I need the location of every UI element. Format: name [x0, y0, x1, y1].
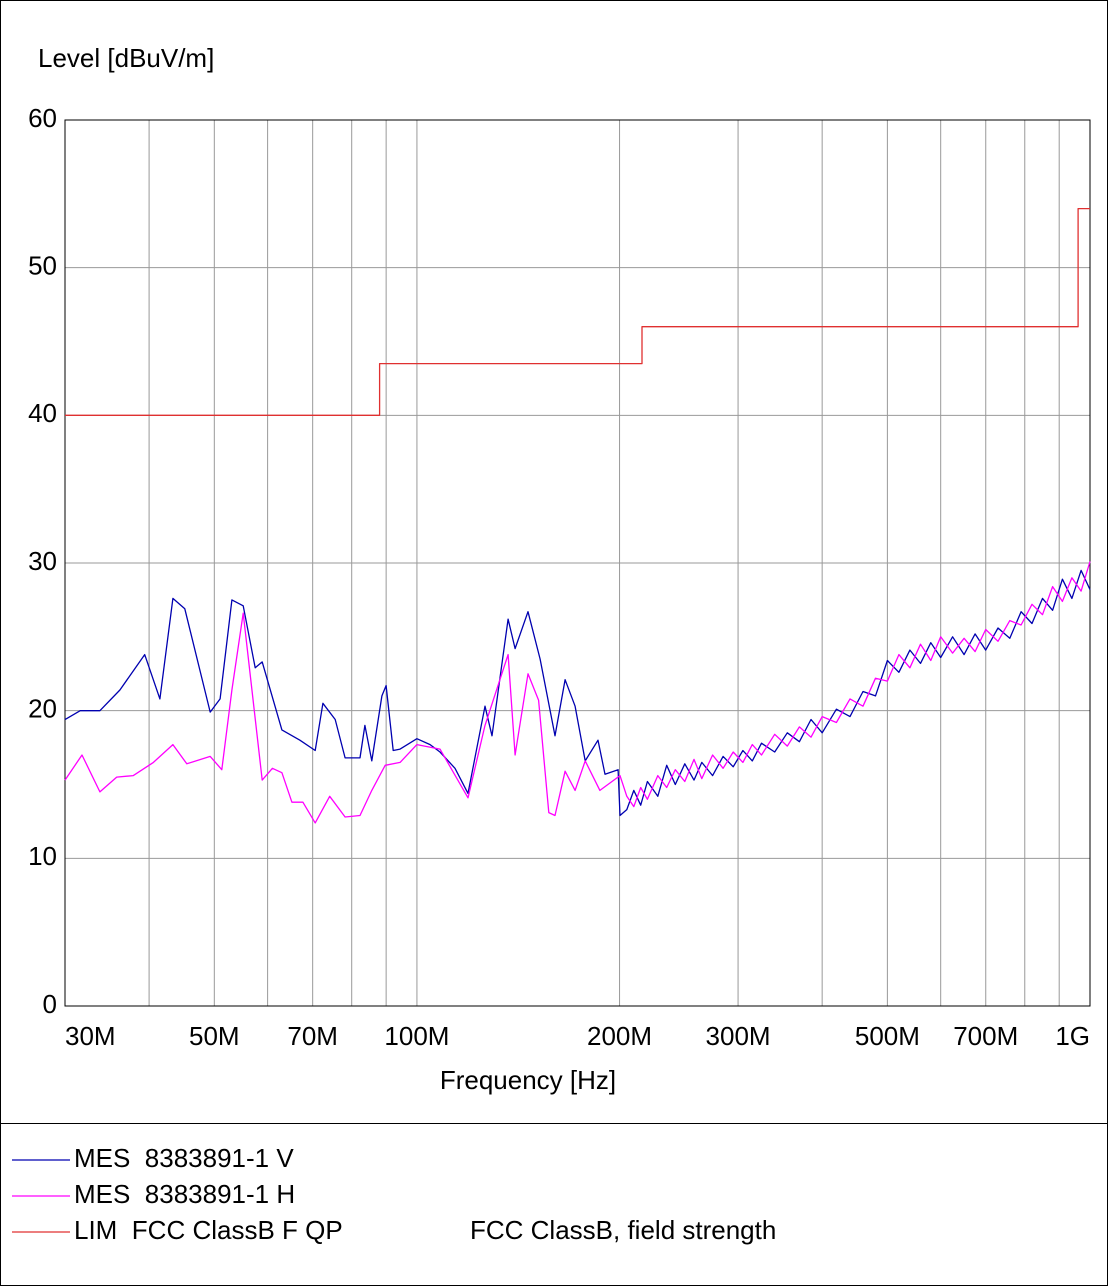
x-axis-label: Frequency [Hz] — [440, 1065, 616, 1095]
legend-label: LIM FCC ClassB F QP — [74, 1215, 343, 1245]
y-axis-label: Level [dBuV/m] — [38, 43, 214, 73]
x-tick-label: 200M — [587, 1021, 652, 1051]
series-line — [65, 207, 1090, 416]
x-tick-label: 30M — [65, 1021, 116, 1051]
y-tick-label: 60 — [28, 103, 57, 133]
y-tick-label: 10 — [28, 841, 57, 871]
series-line — [64, 561, 1091, 824]
legend-label: MES 8383891-1 V — [74, 1143, 294, 1173]
x-tick-label: 300M — [706, 1021, 771, 1051]
x-tick-label: 70M — [287, 1021, 338, 1051]
y-tick-label: 0 — [43, 989, 57, 1019]
x-tick-label: 50M — [189, 1021, 240, 1051]
legend-description: FCC ClassB, field strength — [470, 1215, 776, 1245]
legend-label: MES 8383891-1 H — [74, 1179, 295, 1209]
y-tick-label: 40 — [28, 398, 57, 428]
y-tick-label: 30 — [28, 546, 57, 576]
x-tick-label: 100M — [384, 1021, 449, 1051]
y-tick-label: 50 — [28, 251, 57, 281]
y-tick-label: 20 — [28, 694, 57, 724]
x-tick-label: 1G — [1055, 1021, 1090, 1051]
x-tick-label: 500M — [855, 1021, 920, 1051]
series-line — [64, 569, 1091, 817]
x-tick-label: 700M — [953, 1021, 1018, 1051]
